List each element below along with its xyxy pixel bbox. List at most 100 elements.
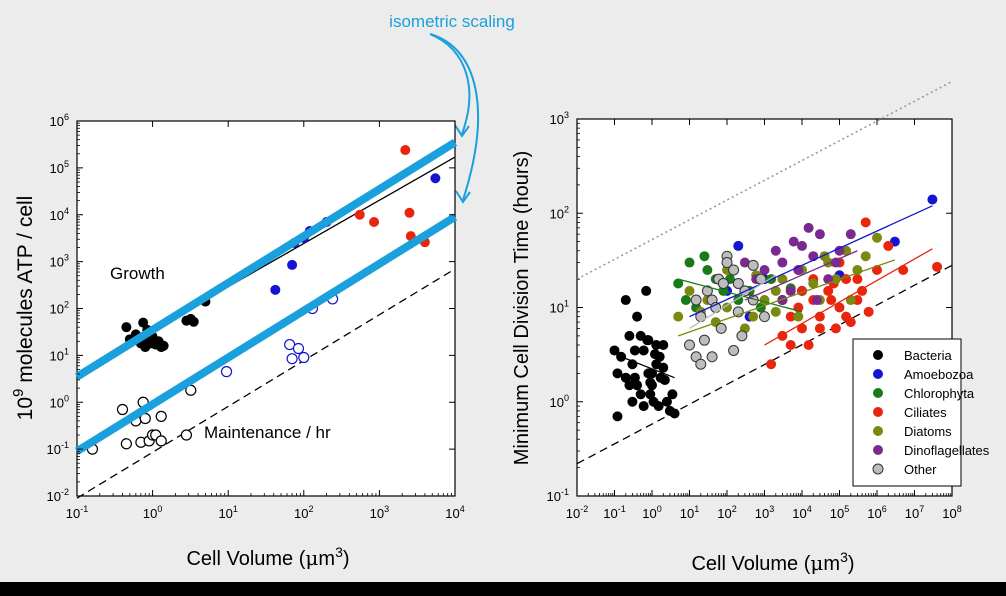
right-points <box>609 194 943 422</box>
point-bacteria <box>645 377 656 388</box>
point-bacteria <box>629 372 640 383</box>
bottom-bar <box>0 582 1006 596</box>
point-bacteria <box>620 295 631 306</box>
right-y-tick-label: 100 <box>550 393 569 410</box>
left-x-tick-label: 104 <box>445 504 464 521</box>
point-other <box>736 330 748 342</box>
maintenance-point <box>292 342 305 355</box>
left-y-tick-label: 101 <box>50 346 69 363</box>
right-x-tick-label: 101 <box>680 504 699 521</box>
legend-marker-other <box>872 463 884 475</box>
right-ticks: 10-2 10-1 100 101 102 103 104 105 106 107 10810-11… <box>547 110 962 521</box>
point-ciliates <box>814 323 825 334</box>
point-ciliates <box>826 295 837 306</box>
right-x-tick-label: 103 <box>755 504 774 521</box>
legend-marker-dinoflagellates <box>873 445 883 455</box>
right-x-tick-label: 107 <box>905 504 924 521</box>
point-bacteria <box>641 285 652 296</box>
left-chart: 10-1 100 101 102 103 10410-210-11001011021031… <box>10 112 465 570</box>
fit-line-diatoms <box>677 259 896 337</box>
right-y-tick-label: 103 <box>550 110 569 127</box>
left-y-tick-label: 103 <box>50 253 69 270</box>
left-ticks: 10-1 100 101 102 103 10410-210-11001011021031… <box>47 112 465 521</box>
point-diatoms <box>770 306 781 317</box>
point-diatoms <box>722 302 732 313</box>
maintenance-point <box>155 435 167 447</box>
point-diatoms <box>684 285 695 296</box>
point-chlorophyta <box>680 295 691 306</box>
left-y-tick-label: 106 <box>50 112 69 129</box>
right-y-tick-label: 101 <box>550 299 569 316</box>
point-diatoms <box>777 274 788 285</box>
upper-dotted-line <box>576 80 953 280</box>
point-diatoms <box>872 232 882 243</box>
point-dinoflagellates <box>823 274 834 285</box>
growth-point <box>270 284 281 295</box>
point-ciliates <box>841 311 852 322</box>
point-chlorophyta <box>702 264 713 275</box>
growth-point <box>430 173 441 184</box>
point-ciliates <box>803 340 814 351</box>
growth-point <box>354 209 365 220</box>
point-dinoflagellates <box>797 240 807 251</box>
arrow-head <box>455 190 471 204</box>
point-other <box>728 264 740 276</box>
point-dinoflagellates <box>777 295 788 306</box>
right-chart: 10-2 10-1 100 101 102 103 104 105 106 107 10810-11… <box>511 80 990 575</box>
maintenance-point <box>220 366 233 378</box>
point-bacteria <box>658 362 669 373</box>
point-diatoms <box>748 311 759 322</box>
point-bacteria <box>635 389 646 400</box>
growth-point <box>404 207 415 218</box>
maintenance-point <box>286 353 298 365</box>
point-dinoflagellates <box>770 245 781 256</box>
point-ciliates <box>797 323 807 334</box>
point-dinoflagellates <box>777 257 788 268</box>
point-ciliates <box>883 240 894 251</box>
point-bacteria <box>653 401 664 412</box>
point-other <box>759 311 770 323</box>
point-bacteria <box>624 330 635 341</box>
point-chlorophyta <box>673 278 684 289</box>
right-x-axis-title: Cell Volume (μm3) <box>691 549 854 575</box>
point-bacteria <box>645 389 656 400</box>
legend-label-amoebozoa: Amoebozoa <box>904 367 974 382</box>
point-dinoflagellates <box>834 245 845 256</box>
legend-marker-bacteria <box>873 350 883 360</box>
growth-point <box>188 316 199 327</box>
point-bacteria <box>659 375 670 386</box>
point-other <box>728 344 740 356</box>
left-y-tick-label: 10-2 <box>47 487 69 504</box>
right-x-tick-label: 106 <box>867 504 886 521</box>
maintenance-point <box>298 351 310 364</box>
legend: Bacteria Amoebozoa Chlorophyta Ciliates Diat… <box>852 338 990 487</box>
point-dinoflagellates <box>803 222 814 233</box>
maintenance-fit-line <box>76 268 456 499</box>
point-ciliates <box>830 323 841 334</box>
point-dinoflagellates <box>785 285 796 296</box>
point-amoebozoa <box>733 240 744 251</box>
point-bacteria <box>629 345 640 356</box>
left-x-tick-label: 102 <box>294 504 313 521</box>
point-bacteria <box>669 408 680 419</box>
point-chlorophyta <box>699 251 710 262</box>
point-bacteria <box>667 389 678 400</box>
point-other <box>701 285 713 297</box>
right-x-tick-label: 10-2 <box>566 504 588 521</box>
maintenance-point <box>180 429 193 441</box>
point-bacteria <box>624 380 635 391</box>
point-other <box>717 277 729 289</box>
point-dinoflagellates <box>739 257 750 268</box>
point-ciliates <box>857 285 868 296</box>
point-dinoflagellates <box>788 236 799 247</box>
point-diatoms <box>673 311 684 322</box>
left-x-tick-label: 10-1 <box>66 504 88 521</box>
left-y-tick-label: 104 <box>50 206 69 223</box>
right-y-tick-label: 102 <box>550 204 569 221</box>
point-ciliates <box>860 217 871 228</box>
point-ciliates <box>932 261 943 272</box>
legend-label-other: Other <box>904 462 937 477</box>
point-diatoms <box>770 285 781 296</box>
left-x-tick-label: 100 <box>143 504 162 521</box>
point-diatoms <box>759 295 770 306</box>
